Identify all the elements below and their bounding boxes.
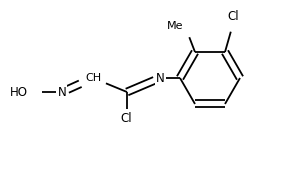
Text: Cl: Cl xyxy=(120,113,132,125)
Text: Me: Me xyxy=(167,21,183,31)
Text: CH: CH xyxy=(85,73,101,83)
Text: N: N xyxy=(156,72,164,84)
Text: N: N xyxy=(58,86,66,98)
Text: HO: HO xyxy=(10,86,28,98)
Text: Cl: Cl xyxy=(227,10,239,22)
